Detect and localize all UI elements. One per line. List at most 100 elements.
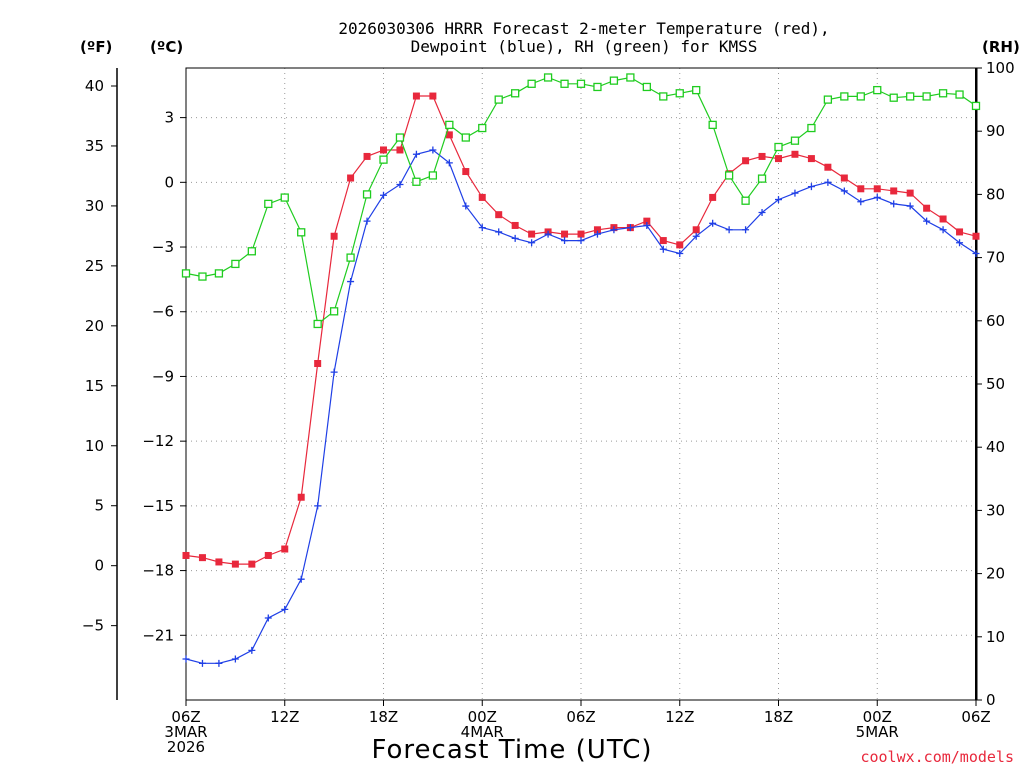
temperature-point [215,558,223,566]
temperature-point [495,211,503,219]
rh-tick-label: 70 [986,249,1005,267]
x-tick-label-line: 06Z [171,708,200,726]
rh-point [428,171,438,180]
temperature-point [577,230,585,238]
fahrenheit-tick-label: 10 [85,437,104,455]
temperature-point [807,155,815,163]
temperature-point [775,155,782,163]
rh-point [478,123,487,133]
dewpoint-point [593,230,601,238]
temperature-point [709,193,717,201]
dewpoint-point [380,191,387,199]
x-tick-label: 00Z 4MAR [461,708,504,741]
dewpoint-point [939,226,947,234]
celsius-tick-label: −15 [142,497,174,515]
rh-tick-label: 20 [986,565,1005,583]
dewpoint-point [840,187,848,195]
chart-title-line: Dewpoint (blue), RH (green) for KMSS [411,37,758,56]
rh-point [823,95,833,104]
rh-point [840,92,849,101]
gridlines [186,68,976,700]
rh-point [445,120,454,130]
dewpoint-point [264,614,272,622]
x-tick-label-line: 4MAR [461,723,504,741]
rh-point [313,319,322,329]
x-tick-label-line: 18Z [764,708,793,726]
fahrenheit-tick-label: 40 [85,77,104,95]
dewpoint-point [873,193,881,201]
fahrenheit-tick-label: −5 [82,617,104,635]
rh-point [214,269,224,278]
x-tick-label: 12Z [270,708,299,726]
x-tick-label-line: 06Z [961,708,990,726]
x-tick-label-line: 3MAR [164,723,207,741]
dewpoint-point [198,659,206,667]
dewpoint-point [824,178,832,186]
temperature-point [363,152,371,160]
celsius-tick-label: −18 [142,562,174,580]
temperature-point [231,560,239,568]
temperature-point [758,152,766,160]
rh-point [659,92,668,101]
rh-point [576,79,586,88]
rh-tick-label: 60 [986,312,1005,330]
dewpoint-point [775,196,782,204]
dewpoint-point [742,226,750,234]
rh-point [708,120,717,130]
rh-point [692,85,701,95]
celsius-tick-label: −3 [152,238,174,256]
temperature-point [412,92,420,100]
rh-point [494,95,503,104]
rh-point [511,89,520,98]
celsius-tick-label: −6 [152,303,174,321]
rh-point [774,142,783,152]
rh-series [181,73,981,329]
rh-point [593,82,602,92]
celsius-tick-label: 0 [164,173,174,191]
rh-point [412,177,421,186]
temperature-point [445,131,453,139]
x-tick-label-line: 12Z [665,708,694,726]
temperature-point [281,545,289,553]
celsius-tick-label: −9 [152,367,174,385]
dewpoint-point [544,230,552,238]
temperature-point [692,226,700,234]
x-tick-label-line: 2026 [167,738,205,756]
temperature-point [890,187,898,195]
temperature-point [264,551,272,559]
dewpoint-point [363,217,371,225]
rh-point [395,133,405,142]
rh-point [560,79,569,88]
rh-point [543,73,553,82]
rh-point [527,79,536,88]
temperature-point [462,168,470,176]
rh-point [955,90,964,99]
temperature-point [248,560,256,568]
chart-title-line: 2026030306 HRRR Forecast 2-meter Tempera… [338,19,829,38]
celsius-tick-label: −21 [142,626,174,644]
temperature-point [956,228,964,236]
dewpoint-point [412,150,420,158]
x-tick-label-line: 06Z [566,708,595,726]
temperature-point [429,92,437,100]
dewpoint-point [956,239,964,247]
dewpoint-point [643,221,651,229]
rh-point [790,136,800,145]
dewpoint-point [248,646,256,654]
rh-tick-label: 40 [986,438,1005,456]
dewpoint-point [347,278,355,286]
dewpoint-point [610,226,618,234]
rh-point [724,171,734,180]
rh-point [198,272,207,281]
dewpoint-point [626,224,634,232]
fahrenheit-tick-label: 0 [94,557,104,575]
rh-point [247,247,256,256]
temperature-point [857,185,865,193]
fahrenheit-tick-label: 25 [85,257,104,275]
dewpoint-point [314,502,322,510]
rh-point [264,199,273,209]
dewpoint-point [462,202,470,210]
dewpoint-point [972,250,980,258]
dewpoint-point [906,202,914,210]
